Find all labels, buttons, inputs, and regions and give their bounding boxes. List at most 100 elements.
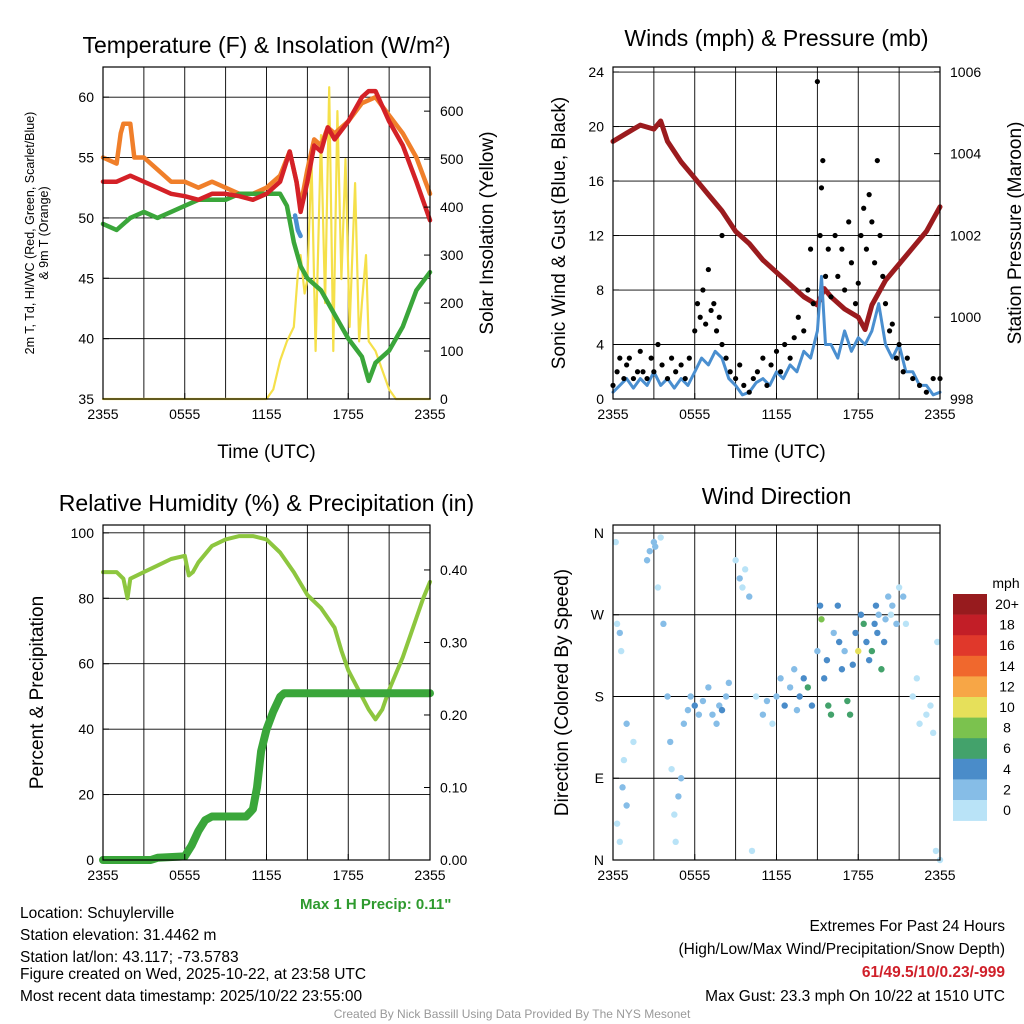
wind-direction-point	[841, 647, 848, 655]
wind-direction-point	[791, 666, 798, 673]
gust-point	[904, 355, 910, 361]
wind-direction-point	[830, 629, 837, 637]
wind-direction-point	[664, 693, 671, 700]
wind-direction-point	[748, 847, 756, 855]
wind-direction-point	[718, 706, 726, 714]
gust-point	[614, 369, 620, 375]
gust-point	[655, 341, 661, 348]
wind-direction-point	[777, 675, 784, 682]
wind-direction-point	[667, 738, 674, 746]
9m-t-line	[100, 94, 433, 209]
gust-point	[719, 341, 725, 348]
wind-direction-point	[652, 543, 659, 550]
gust-point	[787, 355, 793, 361]
gust-point	[768, 362, 774, 368]
y2-tick-label: 0	[440, 391, 448, 407]
gust-point	[869, 219, 875, 225]
wind-direction-point	[680, 720, 688, 727]
gust-point	[861, 205, 867, 211]
x-tick-label: 2355	[597, 406, 628, 422]
gust-point	[842, 287, 848, 293]
y-tick-label: 80	[78, 590, 94, 606]
y-tick-label: 24	[588, 64, 604, 80]
gust-point	[848, 260, 855, 266]
gust-point	[855, 280, 861, 286]
wind-direction-point	[616, 838, 624, 846]
wind-direction-point	[612, 538, 619, 546]
y-tick-label: E	[595, 770, 604, 786]
gust-point	[825, 246, 831, 252]
wind-direction-point	[623, 720, 630, 727]
wind-direction-point	[691, 702, 698, 709]
y-tick-label: 0	[86, 852, 94, 868]
gust-point	[810, 301, 816, 307]
wind-direction-point	[932, 847, 940, 855]
wind-direction-point	[902, 620, 910, 628]
x-tick-label: 2355	[924, 867, 955, 883]
gust-point	[822, 273, 829, 279]
gust-point	[805, 287, 811, 293]
gust-point	[678, 362, 684, 368]
wind-direction-point	[709, 711, 716, 718]
gust-point	[893, 355, 900, 361]
wind-direction-point	[855, 647, 862, 655]
y2-axis-label: Station Pressure (Maroon)	[1005, 122, 1024, 345]
gust-point	[858, 232, 864, 239]
gust-point	[711, 301, 717, 307]
wind-direction-point	[834, 602, 842, 609]
y2-tick-label: 500	[440, 151, 464, 167]
td-line	[100, 191, 433, 384]
wind-direction-point	[732, 557, 739, 564]
wind-direction-point	[773, 693, 780, 700]
gust-point	[741, 382, 747, 388]
gust-point	[648, 355, 654, 361]
gust-point	[820, 157, 826, 164]
gust-point	[651, 369, 657, 375]
y-tick-label: 40	[78, 721, 94, 737]
y-tick-label: S	[595, 688, 604, 704]
wind-direction-point	[793, 706, 801, 714]
legend-swatch	[953, 594, 987, 615]
2m-t-line	[100, 88, 433, 223]
wind-direction-point	[672, 838, 679, 846]
wind-direction-point	[913, 675, 921, 682]
wind-direction-point	[713, 720, 720, 727]
y-tick-label: 4	[596, 337, 604, 353]
wind-direction-point	[823, 656, 831, 664]
gust-point	[846, 219, 852, 225]
wind-direction-point	[616, 629, 624, 637]
y-tick-label: 60	[78, 89, 94, 105]
y-tick-label: 40	[78, 331, 94, 347]
recent-data-text: Most recent data timestamp: 2025/10/22 2…	[20, 988, 363, 1005]
y-tick-label: 45	[78, 270, 94, 286]
wind-direction-point	[796, 693, 803, 700]
wind-direction-point	[857, 611, 865, 618]
y-tick-label: W	[591, 607, 605, 623]
gust-point	[874, 157, 880, 164]
wind-direction-point	[880, 638, 888, 646]
y2-tick-label: 998	[950, 391, 974, 407]
y-tick-label: 50	[78, 210, 94, 226]
wind-direction-point	[929, 729, 937, 737]
wind-direction-point	[668, 765, 675, 773]
station-pressure-line	[610, 118, 943, 332]
wind-direction-point	[769, 720, 776, 727]
y2-tick-label: 300	[440, 247, 464, 263]
wind-direction-point	[722, 693, 730, 700]
y2-tick-label: 0.20	[440, 707, 467, 723]
gust-point	[863, 246, 870, 252]
gust-point	[624, 362, 630, 368]
x-tick-label: 2355	[87, 867, 118, 883]
gust-point	[773, 348, 780, 354]
wind-direction-point	[900, 593, 907, 600]
max-gust-text: Max Gust: 23.3 mph On 10/22 at 1510 UTC	[705, 988, 1005, 1005]
y2-tick-label: 200	[440, 295, 464, 311]
gust-point	[817, 232, 823, 239]
wind-direction-point	[887, 611, 895, 618]
wind-direction-point	[885, 593, 892, 600]
x-tick-label: 0555	[679, 867, 710, 883]
chart-title: Temperature (F) & Insolation (W/m²)	[82, 32, 450, 58]
legend-label: 4	[1003, 761, 1011, 777]
